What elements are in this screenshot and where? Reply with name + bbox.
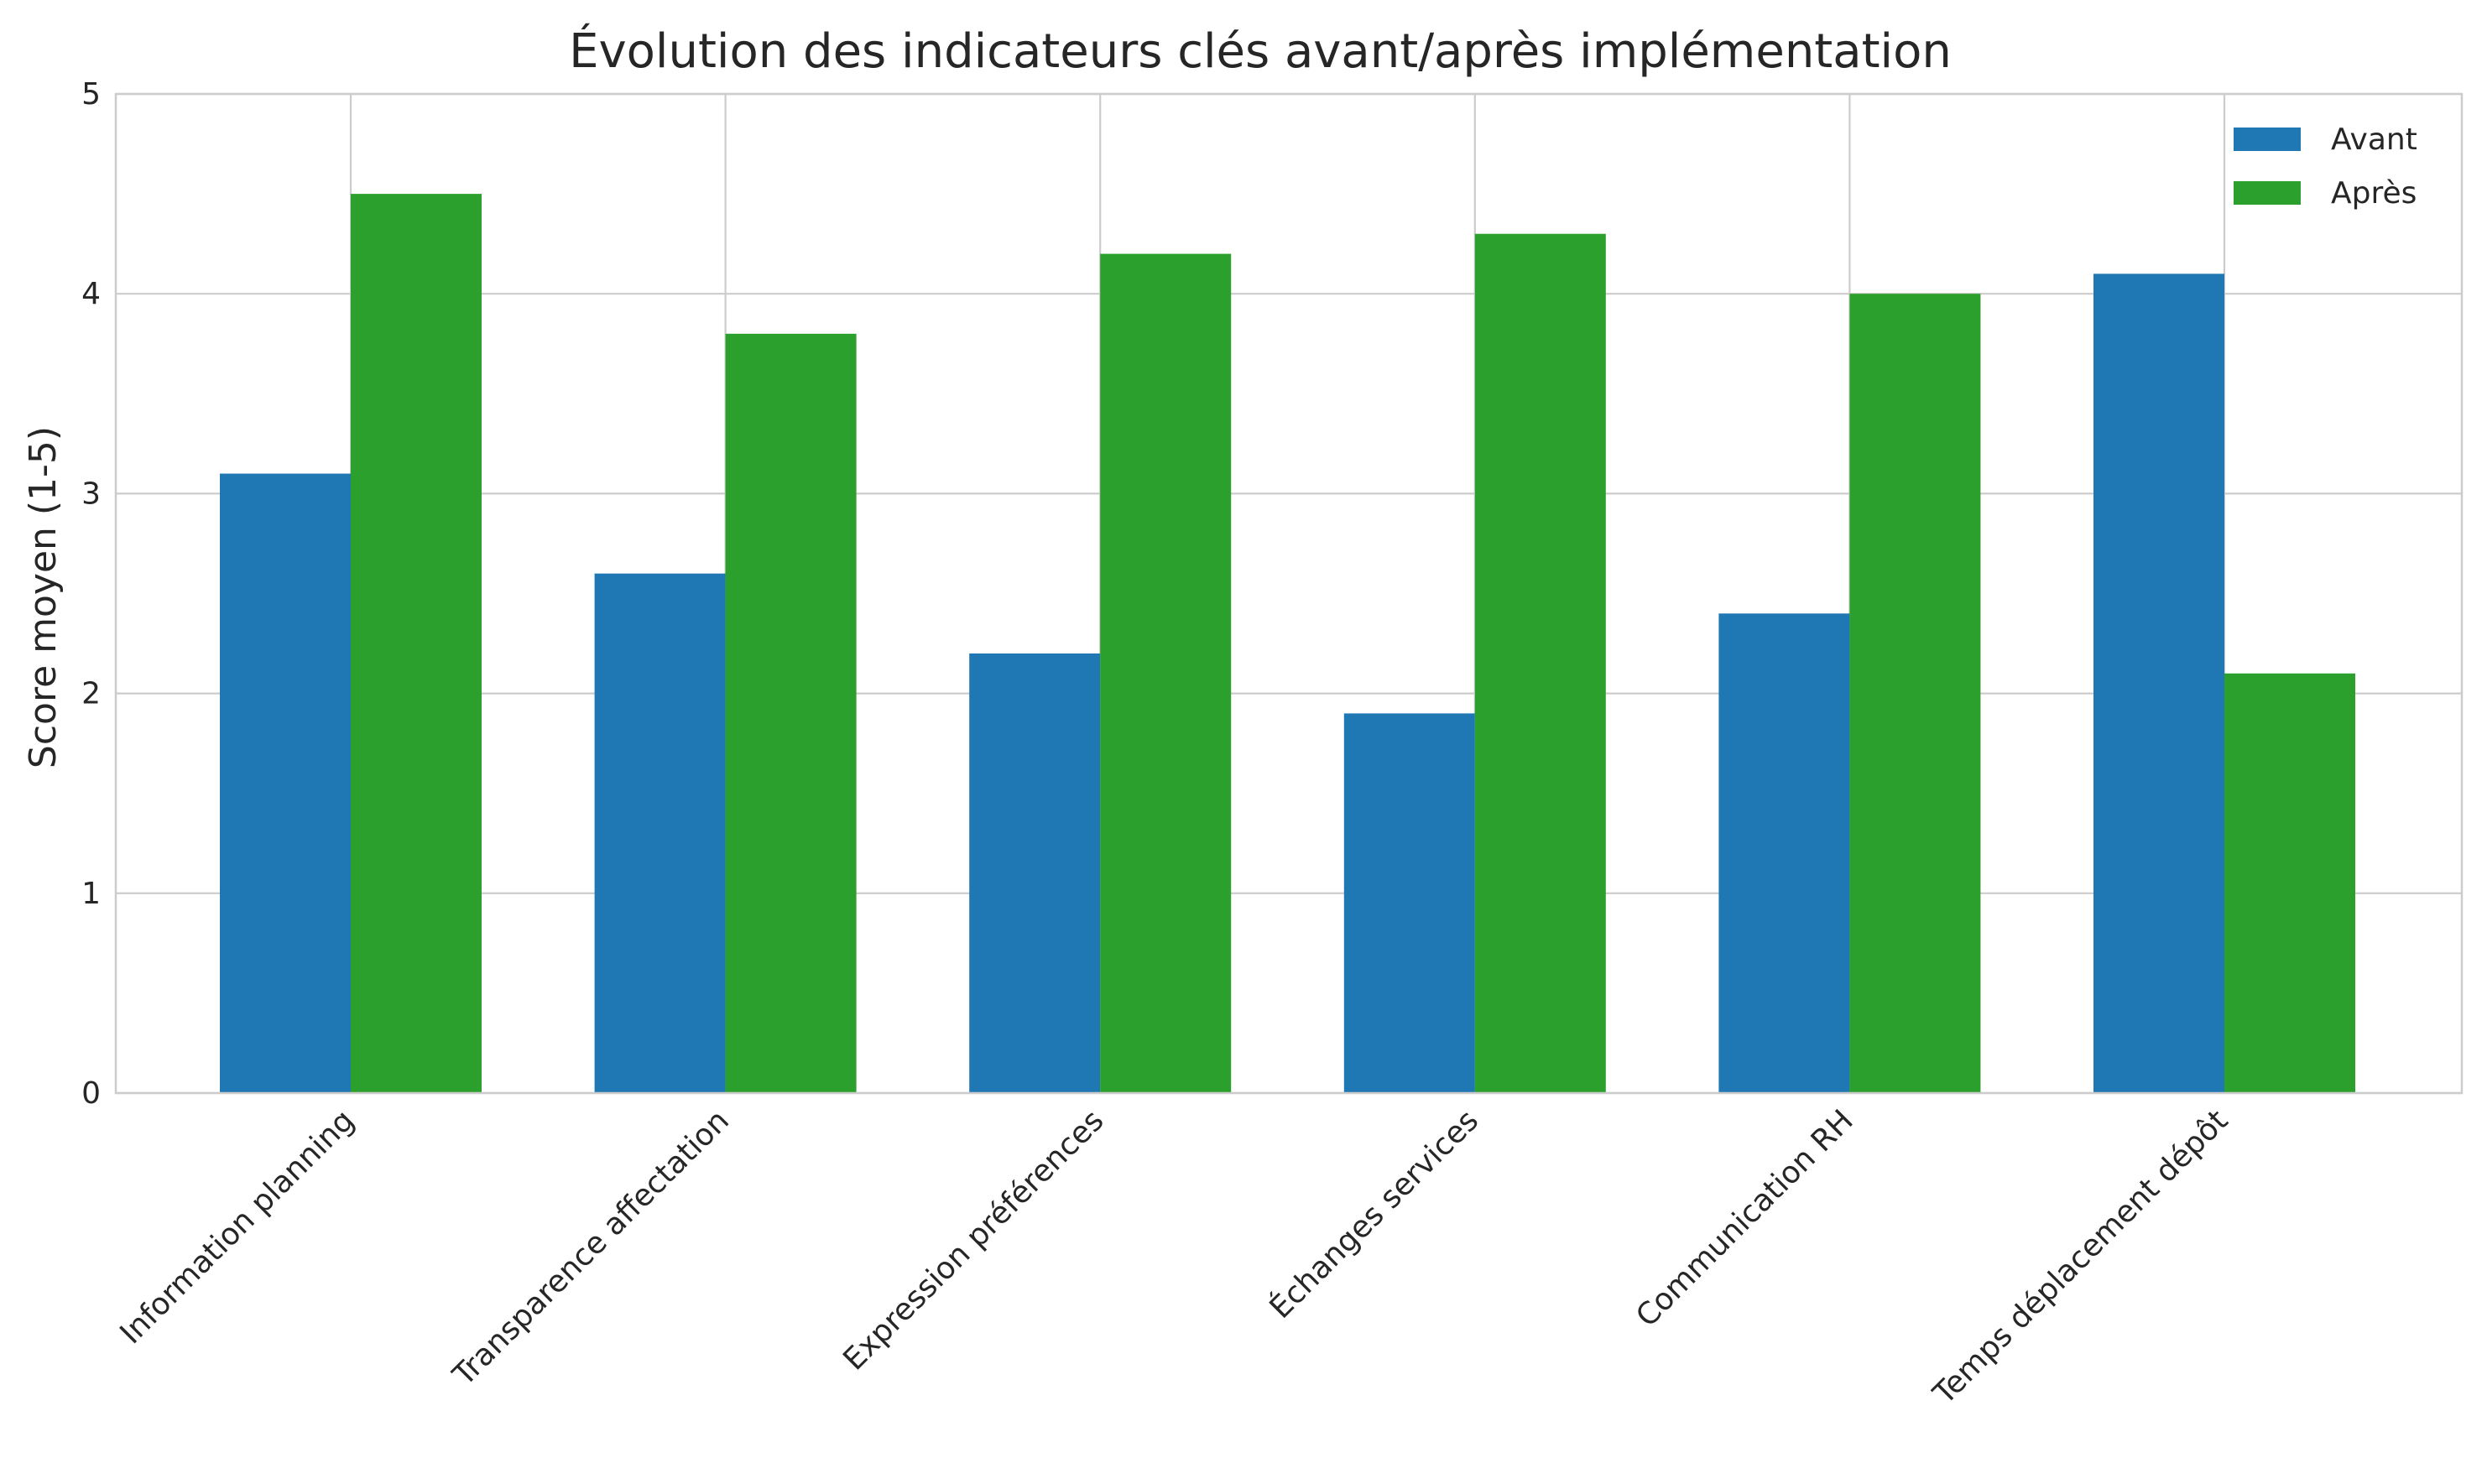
legend-label: Après (2331, 176, 2417, 211)
x-tick-label: Transparence affectation (446, 1103, 736, 1393)
chart-title: Évolution des indicateurs clés avant/apr… (569, 24, 1952, 79)
bar-avant-3 (1343, 713, 1475, 1093)
x-tick-label: Temps déplacement dépôt (1927, 1103, 2234, 1411)
bar-apr-s-2 (1100, 253, 1232, 1093)
plot-frame (114, 92, 2464, 1095)
legend-swatch (2234, 128, 2301, 151)
y-tick-label: 0 (81, 1076, 101, 1111)
y-tick-label: 1 (81, 877, 101, 911)
bar-avant-1 (594, 573, 726, 1093)
x-ticks: Information planning Transparence affecta… (113, 1103, 2234, 1412)
bar-apr-s-1 (725, 333, 857, 1094)
y-axis-label: Score moyen (1-5) (22, 426, 65, 768)
y-tick-label: 4 (81, 277, 101, 311)
bar-avant-4 (1718, 613, 1850, 1093)
x-tick-label: Communication RH (1629, 1103, 1860, 1334)
bar-avant-5 (2093, 273, 2224, 1093)
legend: Avant Après (2234, 122, 2417, 211)
x-tick-label: Information planning (113, 1103, 361, 1351)
x-tick-label: Échanges services (1263, 1103, 1485, 1325)
legend-swatch (2234, 181, 2301, 205)
legend-label: Avant (2331, 122, 2417, 157)
bar-avant-0 (220, 473, 351, 1093)
x-tick-label: Expression préférences (837, 1103, 1110, 1377)
y-ticks: 0 1 2 3 4 5 (81, 77, 101, 1111)
bar-apr-s-3 (1474, 233, 1606, 1093)
bar-apr-s-4 (1849, 294, 1981, 1093)
y-tick-label: 3 (81, 476, 101, 511)
bar-avant-2 (969, 653, 1101, 1093)
y-tick-label: 2 (81, 677, 101, 711)
bars (220, 194, 2355, 1094)
bar-apr-s-5 (2224, 673, 2355, 1093)
y-tick-label: 5 (81, 77, 101, 112)
bar-apr-s-0 (351, 194, 482, 1094)
